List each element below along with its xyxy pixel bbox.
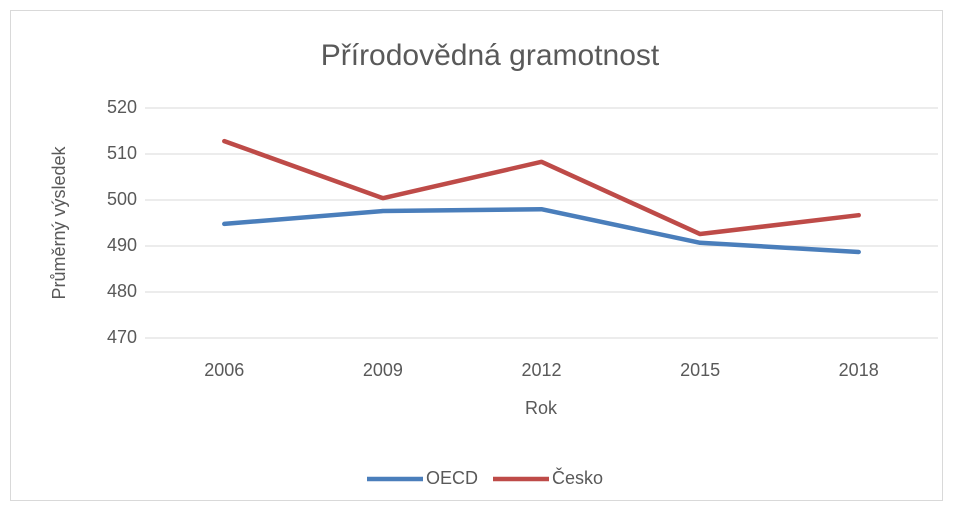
x-tick-label: 2009 xyxy=(363,360,403,380)
legend-label: OECD xyxy=(426,468,478,488)
x-tick-label: 2012 xyxy=(521,360,561,380)
x-tick-label: 2015 xyxy=(680,360,720,380)
y-axis-label: Průměrný výsledek xyxy=(49,145,69,299)
y-tick-label: 480 xyxy=(107,281,137,301)
legend-label: Česko xyxy=(552,467,603,488)
y-tick-label: 470 xyxy=(107,327,137,347)
y-tick-label: 510 xyxy=(107,143,137,163)
y-tick-label: 500 xyxy=(107,189,137,209)
x-tick-label: 2006 xyxy=(204,360,244,380)
line-series xyxy=(222,206,861,255)
y-tick-label: 490 xyxy=(107,235,137,255)
x-axis-label: Rok xyxy=(525,398,558,418)
y-tick-label: 520 xyxy=(107,97,137,117)
x-tick-label: 2018 xyxy=(839,360,879,380)
chart-border xyxy=(10,10,943,501)
chart-title: Přírodovědná gramotnost xyxy=(321,39,660,72)
line-series xyxy=(222,138,861,237)
